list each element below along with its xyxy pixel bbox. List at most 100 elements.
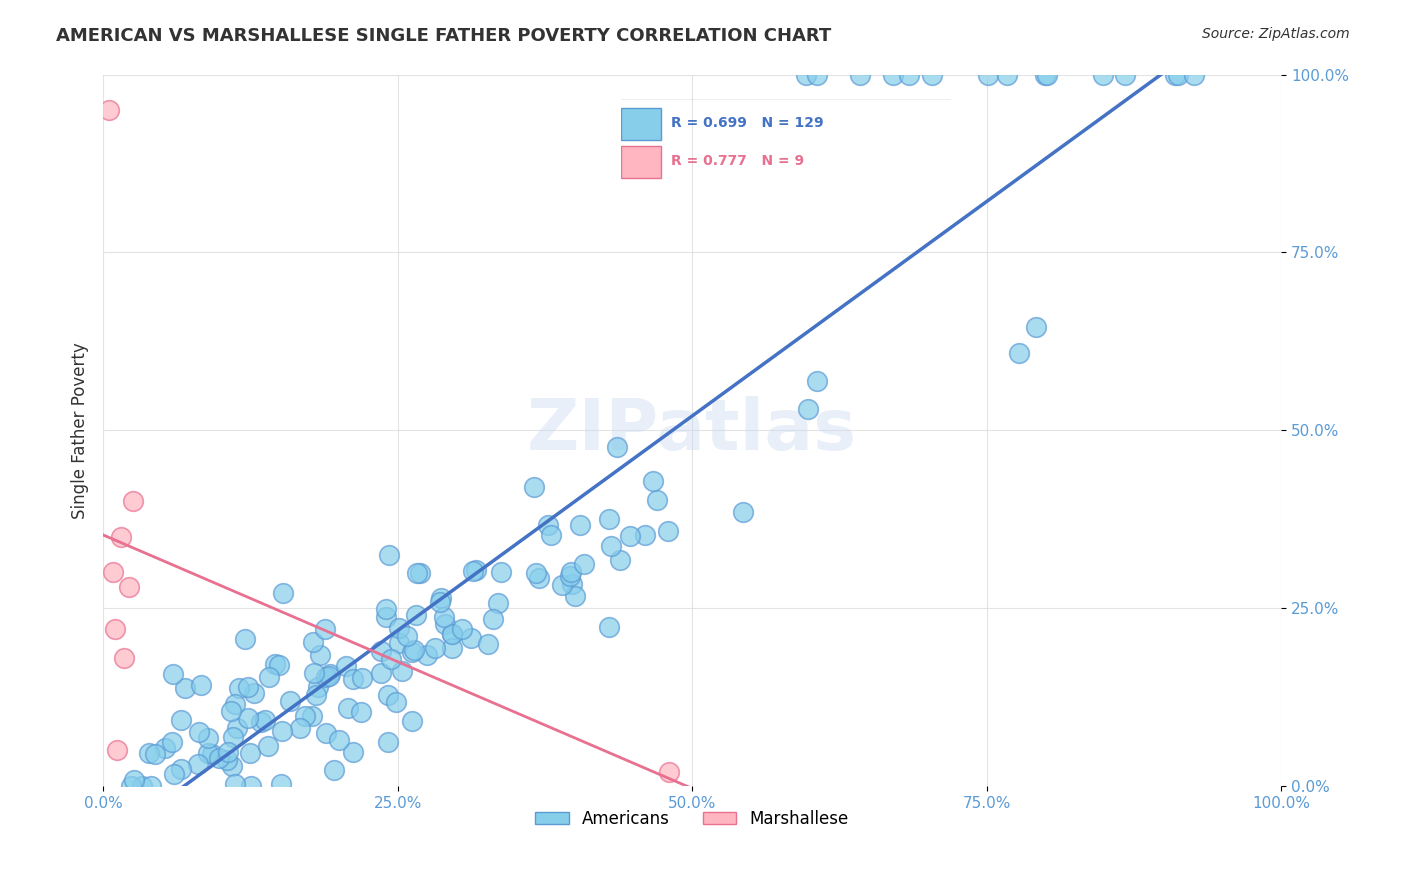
Point (529, 571, 551, 585)
Point (104, 623, 127, 637)
Point (897, 68, 920, 82)
Point (797, 401, 820, 416)
Point (315, 726, 337, 740)
Point (564, 589, 586, 603)
Point (561, 576, 583, 591)
Point (221, 758, 243, 772)
Point (342, 672, 364, 686)
Point (197, 746, 219, 760)
Point (174, 681, 197, 695)
Point (995, 68, 1018, 82)
Point (267, 658, 290, 673)
Point (609, 553, 631, 567)
Point (641, 474, 664, 488)
Point (375, 602, 398, 616)
Point (370, 666, 392, 681)
Point (731, 505, 754, 519)
Point (105, 743, 128, 757)
Point (98, 103, 121, 117)
Point (658, 764, 681, 779)
Point (163, 767, 186, 781)
Point (429, 595, 451, 609)
Point (278, 694, 301, 708)
Point (425, 641, 447, 656)
Point (849, 68, 872, 82)
Point (110, 530, 132, 544)
Text: Source: ZipAtlas.com: Source: ZipAtlas.com (1202, 27, 1350, 41)
Point (598, 512, 620, 526)
Point (388, 621, 411, 635)
Point (335, 658, 357, 673)
Point (606, 441, 628, 455)
Point (385, 696, 408, 710)
Point (1114, 68, 1136, 82)
Point (1182, 68, 1205, 82)
Point (294, 709, 316, 723)
Point (977, 68, 1000, 82)
Point (349, 705, 371, 719)
Point (380, 652, 402, 666)
Legend: Americans, Marshallese: Americans, Marshallese (529, 803, 856, 834)
Point (336, 701, 359, 715)
Point (599, 539, 621, 553)
Point (145, 747, 167, 761)
Point (921, 68, 943, 82)
Point (122, 773, 145, 788)
Point (270, 777, 292, 791)
Point (250, 714, 273, 729)
Point (301, 709, 323, 723)
Point (322, 763, 344, 777)
Point (377, 688, 399, 702)
Point (153, 740, 176, 755)
Point (402, 643, 425, 657)
Point (523, 480, 546, 494)
Point (224, 697, 246, 711)
Point (370, 643, 392, 657)
Point (572, 558, 595, 572)
Point (430, 591, 453, 605)
Point (405, 607, 427, 622)
Point (318, 669, 340, 683)
Point (225, 722, 247, 736)
Point (253, 713, 276, 727)
Point (101, 566, 124, 580)
Point (489, 565, 512, 579)
Point (441, 627, 464, 641)
Point (391, 664, 413, 678)
Point (162, 667, 184, 681)
Point (318, 667, 340, 681)
Point (388, 636, 411, 650)
Point (239, 746, 262, 760)
Point (460, 631, 482, 645)
Point (406, 566, 429, 580)
Point (328, 732, 350, 747)
Point (416, 648, 439, 662)
Point (882, 68, 904, 82)
Point (464, 563, 486, 577)
Point (221, 730, 243, 744)
Point (634, 528, 657, 542)
Point (305, 688, 328, 702)
Point (378, 548, 401, 562)
Point (170, 762, 193, 776)
Point (257, 669, 280, 683)
Point (302, 635, 325, 649)
Point (219, 704, 242, 718)
Point (1036, 68, 1059, 82)
Point (138, 746, 160, 760)
Point (477, 637, 499, 651)
Point (551, 578, 574, 592)
Point (187, 756, 209, 771)
Point (271, 724, 294, 739)
Point (288, 721, 311, 735)
Point (441, 641, 464, 656)
Point (215, 753, 238, 767)
Point (377, 735, 399, 749)
Point (201, 747, 224, 762)
Point (1025, 319, 1047, 334)
Point (160, 735, 183, 749)
Point (486, 596, 509, 610)
Point (207, 750, 229, 764)
Point (401, 714, 423, 728)
Point (401, 644, 423, 658)
